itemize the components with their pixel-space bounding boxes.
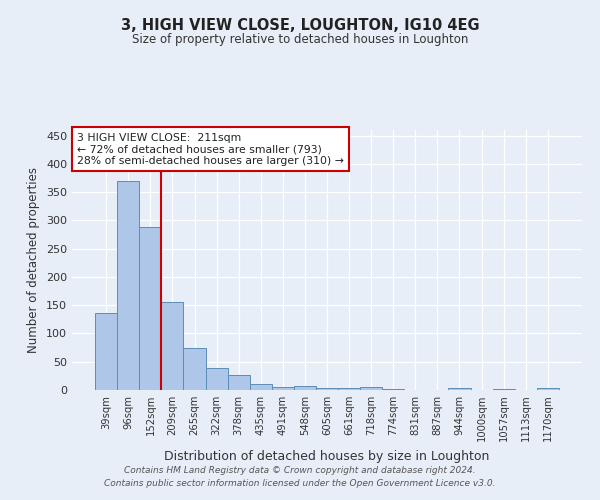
Text: Contains HM Land Registry data © Crown copyright and database right 2024.
Contai: Contains HM Land Registry data © Crown c…	[104, 466, 496, 487]
Bar	[95, 313, 117, 390]
Bar	[206, 368, 227, 390]
Bar	[184, 348, 206, 390]
Bar	[161, 302, 184, 390]
Bar	[272, 386, 294, 390]
Y-axis label: Number of detached properties: Number of detached properties	[28, 167, 40, 353]
X-axis label: Distribution of detached houses by size in Loughton: Distribution of detached houses by size …	[164, 450, 490, 463]
Bar	[139, 226, 161, 390]
Bar	[448, 388, 470, 390]
Text: 3, HIGH VIEW CLOSE, LOUGHTON, IG10 4EG: 3, HIGH VIEW CLOSE, LOUGHTON, IG10 4EG	[121, 18, 479, 32]
Bar	[117, 181, 139, 390]
Bar	[250, 384, 272, 390]
Bar	[316, 388, 338, 390]
Bar	[537, 388, 559, 390]
Text: Size of property relative to detached houses in Loughton: Size of property relative to detached ho…	[132, 32, 468, 46]
Text: 3 HIGH VIEW CLOSE:  211sqm
← 72% of detached houses are smaller (793)
28% of sem: 3 HIGH VIEW CLOSE: 211sqm ← 72% of detac…	[77, 132, 344, 166]
Bar	[382, 389, 404, 390]
Bar	[338, 388, 360, 390]
Bar	[227, 376, 250, 390]
Bar	[360, 387, 382, 390]
Bar	[294, 386, 316, 390]
Bar	[493, 389, 515, 390]
